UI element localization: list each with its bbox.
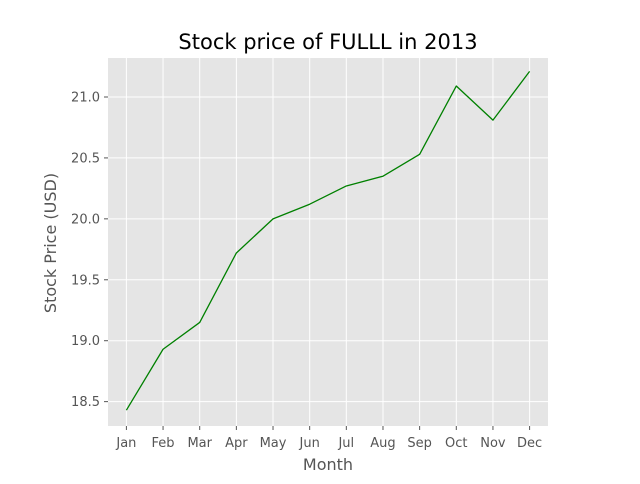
y-tick-label: 21.0 <box>71 90 100 105</box>
x-tick-label: Dec <box>517 436 542 451</box>
y-tick-label: 18.5 <box>71 395 100 410</box>
y-tick-label: 19.0 <box>71 334 100 349</box>
x-tick-label: Jun <box>299 436 320 451</box>
x-tick-label: Aug <box>370 436 395 451</box>
x-tick-label: Sep <box>407 436 432 451</box>
x-tick-label: Mar <box>187 436 212 451</box>
x-tick-label: Jan <box>115 436 136 451</box>
series-line <box>125 71 531 411</box>
series-layer <box>125 71 531 411</box>
y-axis-label: Stock Price (USD) <box>41 173 60 313</box>
x-tick-label: Oct <box>445 436 467 451</box>
y-tick-label: 20.5 <box>71 151 100 166</box>
plot-area <box>108 58 548 426</box>
x-axis-label: Month <box>303 455 353 474</box>
y-tick-label: 19.5 <box>71 273 100 288</box>
x-tick-label: Jul <box>337 436 354 451</box>
x-axis-ticks: Jan Feb Mar Apr May Jun Jul Aug Sep Oct Nov Dec <box>115 426 542 451</box>
y-axis-ticks: 18.5 19.0 19.5 20.0 20.5 21.0 <box>71 90 108 410</box>
x-tick-label: Nov <box>480 436 506 451</box>
chart-title: Stock price of FULLL in 2013 <box>178 30 477 54</box>
x-tick-label: Apr <box>225 436 248 451</box>
y-tick-label: 20.0 <box>71 212 100 227</box>
x-tick-label: Feb <box>152 436 175 451</box>
x-tick-label: May <box>260 436 287 451</box>
